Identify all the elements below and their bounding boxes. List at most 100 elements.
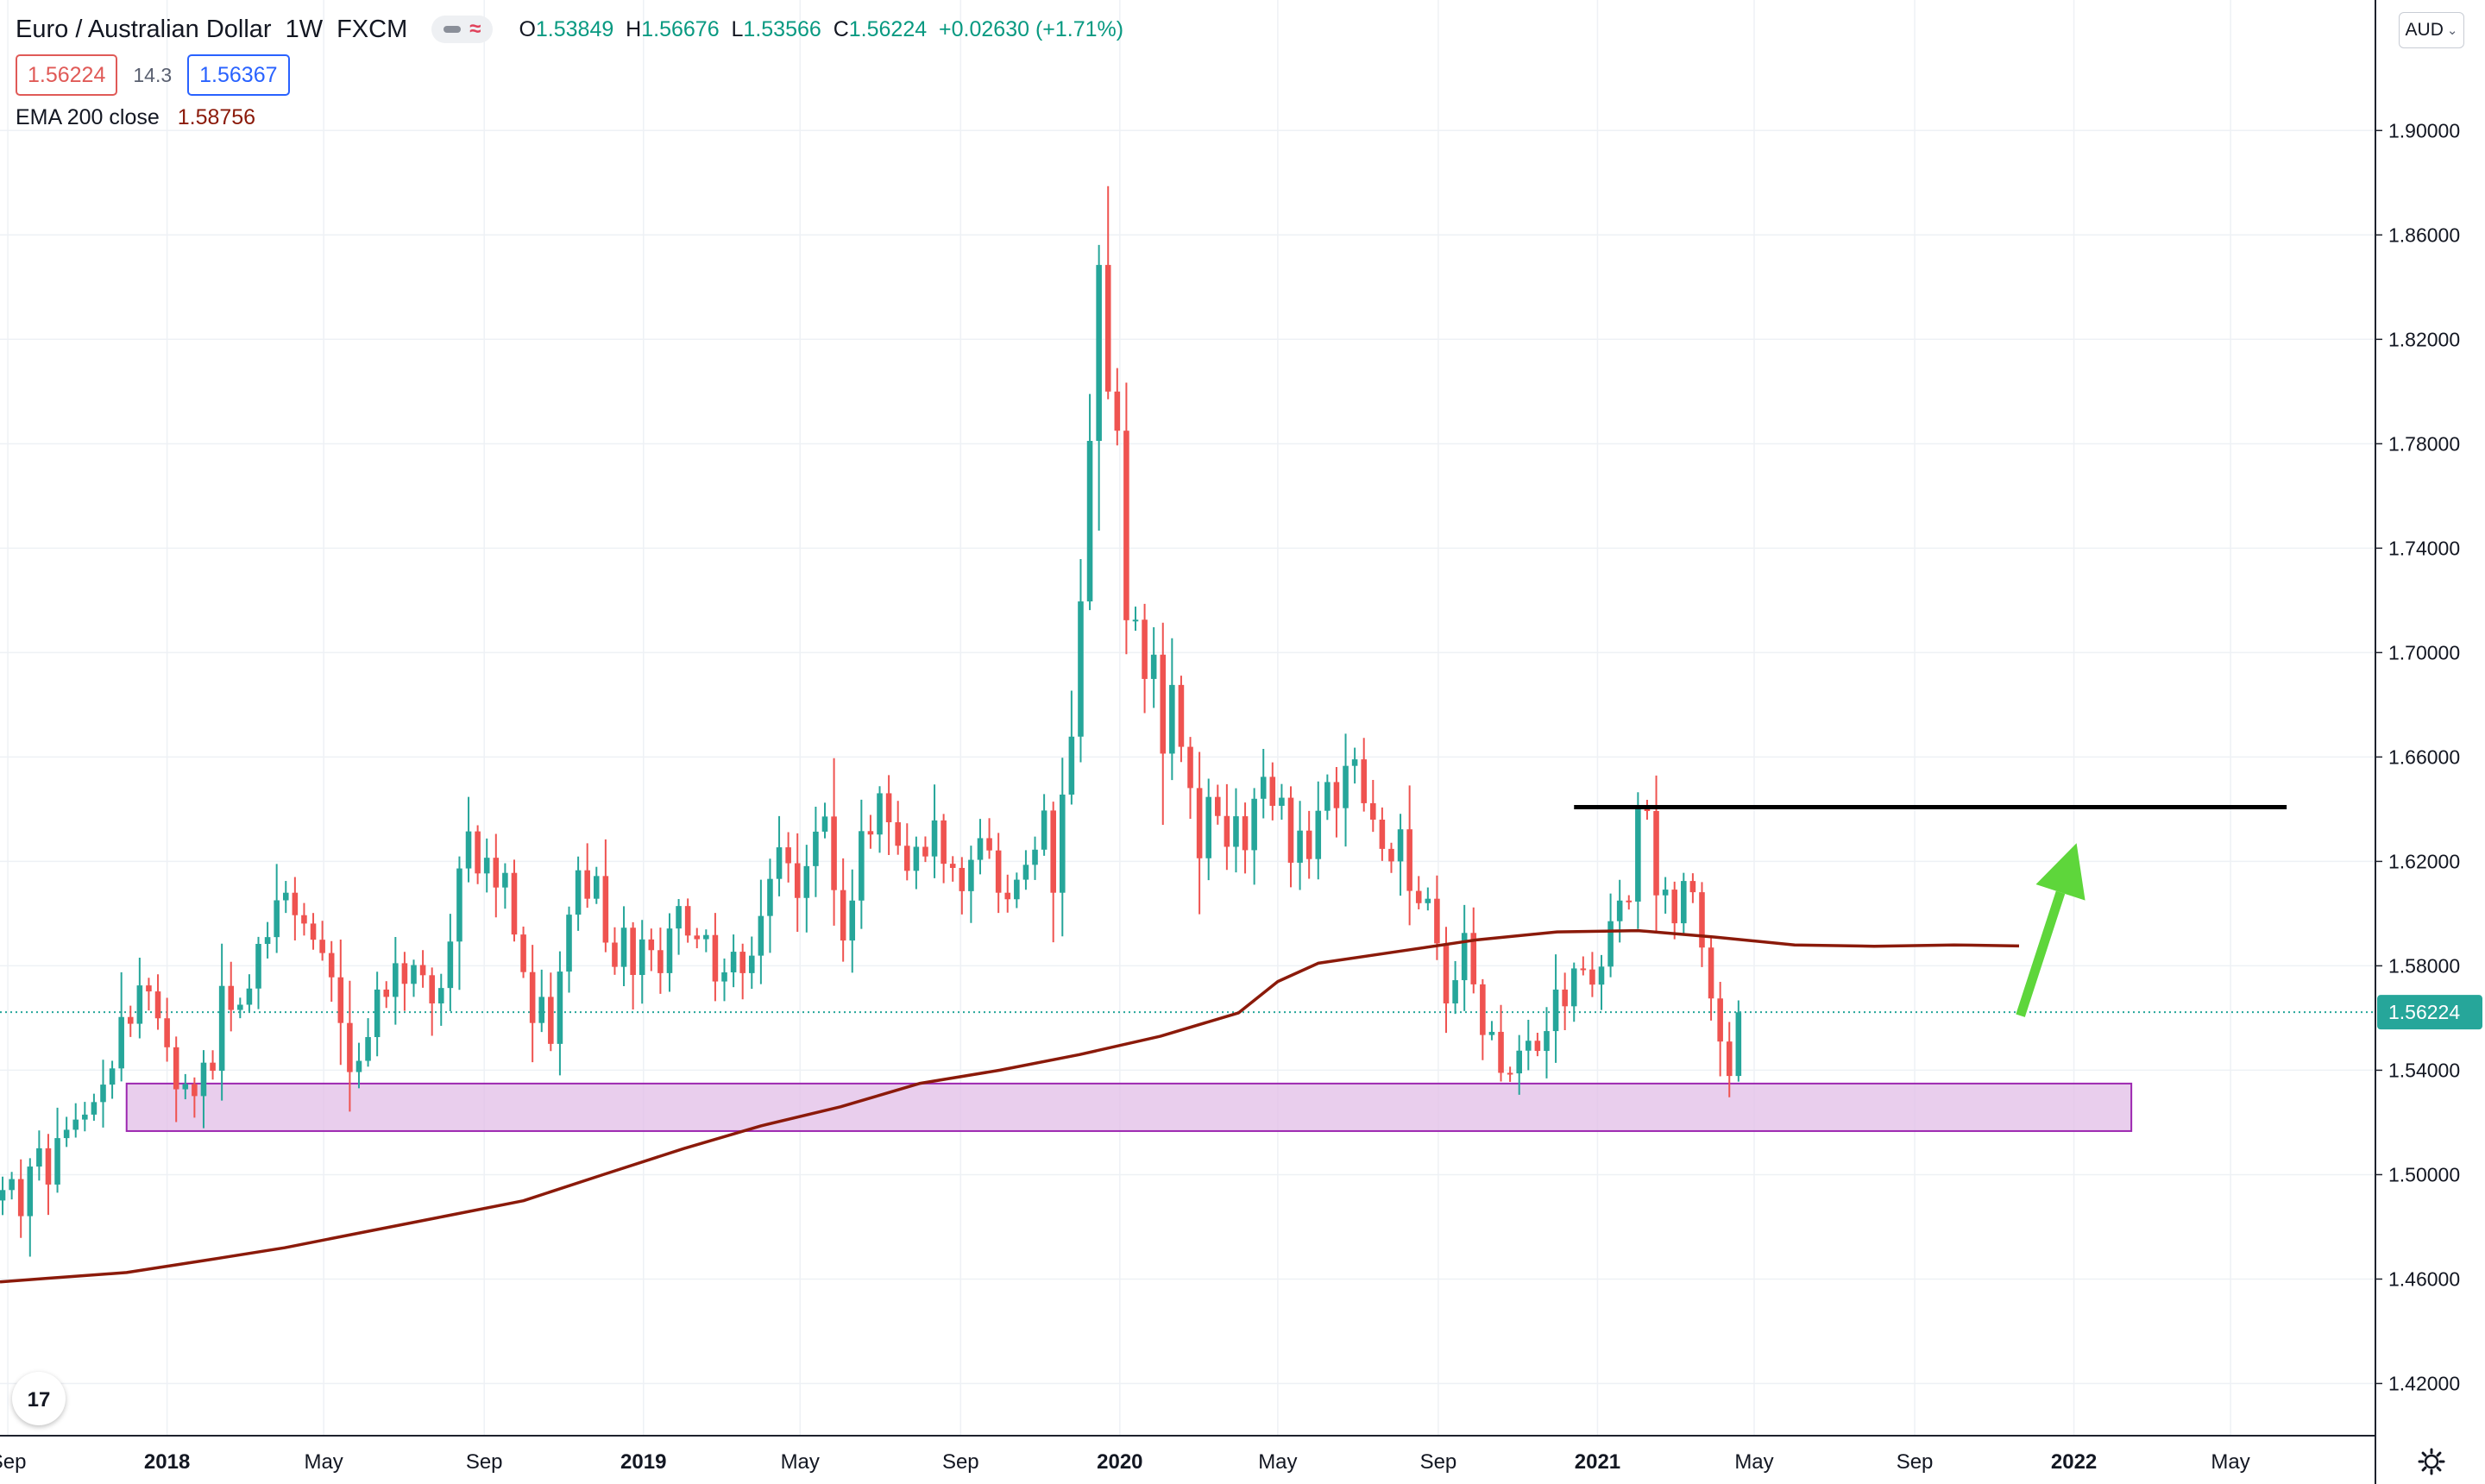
close-value: 1.56224: [848, 16, 928, 41]
candle-up: [1251, 788, 1257, 885]
candle-down: [511, 859, 518, 942]
candle-body: [840, 890, 846, 941]
candle-body: [411, 965, 417, 984]
candle-up: [703, 929, 709, 953]
candle-body: [548, 997, 554, 1044]
candle-up: [639, 920, 645, 1004]
candle-body: [712, 934, 719, 982]
candle-body: [1060, 794, 1066, 893]
candle-up: [255, 936, 261, 1009]
price-tick-label: 1.90000: [2388, 119, 2460, 141]
market-status-pill[interactable]: ≈: [431, 16, 494, 43]
candle-body: [1544, 1031, 1550, 1052]
candle-body: [493, 858, 500, 888]
candle-up: [1297, 801, 1303, 890]
candle-up: [1150, 627, 1157, 708]
tradingview-logo-icon[interactable]: 17: [12, 1372, 66, 1425]
candle-up: [109, 1060, 116, 1099]
candle-up: [931, 784, 938, 878]
up-arrow-shaft: [2016, 890, 2066, 1017]
gear-icon[interactable]: [2413, 1443, 2450, 1481]
candle-body: [264, 937, 271, 945]
candle-down: [630, 921, 636, 1010]
candle-body: [1434, 898, 1440, 944]
candle-body: [246, 988, 253, 1005]
candle-body: [1315, 810, 1322, 859]
time-tick-label: Sep: [1897, 1450, 1934, 1474]
candle-body: [748, 955, 755, 973]
candle-body: [447, 941, 454, 989]
sell-price-button[interactable]: 1.56224: [16, 54, 118, 96]
candle-up: [730, 934, 737, 988]
candle-body: [192, 1084, 198, 1097]
candle-body: [146, 985, 152, 992]
candle-up: [1607, 893, 1614, 978]
interval-label[interactable]: 1W: [285, 15, 324, 43]
candle-down: [529, 945, 536, 1063]
candle-up: [1397, 814, 1404, 896]
candle-down: [949, 856, 956, 882]
candle-up: [849, 869, 856, 973]
candle-down: [986, 818, 992, 859]
candle-down: [493, 833, 500, 918]
candle-up: [575, 856, 582, 931]
candle-down: [1178, 676, 1185, 763]
candle-body: [1104, 265, 1111, 392]
candle-body: [63, 1129, 70, 1139]
candle-body: [1343, 765, 1349, 808]
candle-up: [91, 1093, 98, 1121]
candle-up: [1570, 962, 1577, 1022]
candle-body: [173, 1047, 179, 1090]
candle-down: [1726, 1022, 1733, 1097]
candle-body: [575, 870, 582, 915]
price-tick-label: 1.54000: [2388, 1059, 2460, 1081]
currency-label: AUD: [2405, 20, 2444, 40]
spread-value: 14.3: [133, 63, 173, 86]
candle-down: [383, 981, 390, 1009]
candle-body: [849, 900, 856, 941]
candle-body: [584, 870, 590, 899]
candle-up: [1461, 904, 1468, 1011]
time-tick-label: 2021: [1575, 1450, 1620, 1474]
candle-body: [1333, 782, 1340, 808]
candle-body: [1187, 746, 1193, 789]
candle-body: [1014, 879, 1020, 900]
candle-down: [694, 928, 701, 949]
candle-body: [374, 989, 381, 1038]
candle-body: [127, 1016, 134, 1024]
price-tick-label: 1.50000: [2388, 1163, 2460, 1185]
currency-dropdown[interactable]: AUD ⌄: [2399, 12, 2464, 48]
candle-down: [328, 940, 335, 1003]
candle-up: [411, 959, 417, 997]
low-key: L: [731, 16, 744, 41]
candle-down: [1004, 874, 1011, 913]
candle-body: [639, 939, 645, 976]
candle-body: [274, 900, 280, 938]
candle-body: [1470, 933, 1477, 984]
candle-body: [401, 963, 408, 984]
candle-body: [803, 865, 810, 898]
candle-down: [127, 1005, 134, 1037]
candle-up: [465, 796, 472, 883]
candle-body: [602, 876, 609, 943]
candle-body: [1196, 788, 1203, 858]
candle-body: [1635, 805, 1641, 902]
price-tick-label: 1.78000: [2388, 432, 2460, 455]
ema-legend-row[interactable]: EMA 200 close 1.58756: [16, 105, 1123, 130]
candle-body: [1516, 1050, 1522, 1074]
time-tick-label: 2019: [620, 1450, 666, 1474]
buy-price-button[interactable]: 1.56367: [187, 54, 290, 96]
price-tick-label: 1.58000: [2388, 954, 2460, 977]
symbol-name[interactable]: Euro / Australian Dollar: [16, 15, 272, 43]
time-tick-label: 2018: [144, 1450, 190, 1474]
candle-body: [355, 1060, 362, 1072]
bid-ask-row: 1.56224 14.3 1.56367: [16, 54, 1123, 96]
candle-body: [831, 816, 837, 890]
price-tick-label: 1.42000: [2388, 1372, 2460, 1394]
high-value: 1.56676: [641, 16, 720, 41]
candle-body: [1708, 947, 1714, 999]
candle-body: [1305, 830, 1312, 859]
candle-down: [895, 801, 901, 855]
candle-up: [1351, 747, 1358, 784]
